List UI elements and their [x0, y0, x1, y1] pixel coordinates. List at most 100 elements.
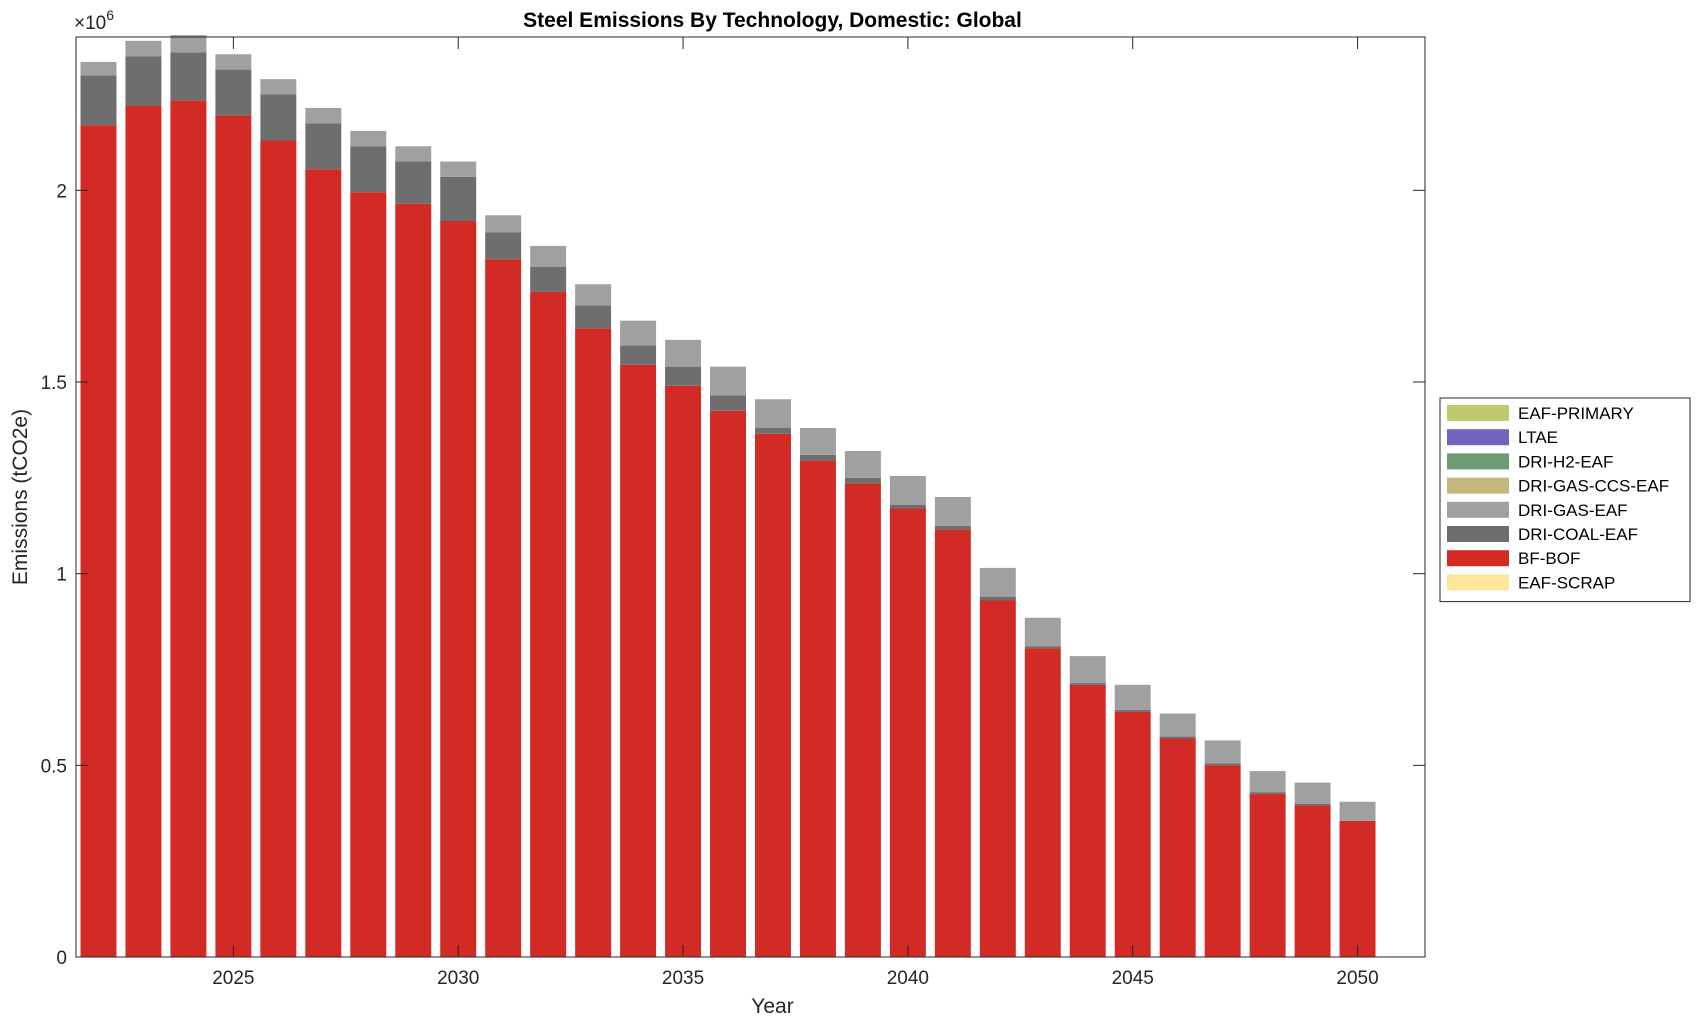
- bar-segment-dri-gas-eaf-2045: [1114, 684, 1151, 710]
- legend-box: [1439, 397, 1691, 603]
- bar-segment-bf-bof-2029: [395, 203, 432, 957]
- bar-segment-dri-gas-eaf-2025: [215, 54, 252, 70]
- plot-area-frame: [75, 36, 1426, 958]
- legend-swatch-eaf-primary: [1447, 405, 1509, 421]
- bar-segment-bf-bof-2050: [1339, 820, 1376, 957]
- y-tick-label: 0: [56, 948, 67, 969]
- bar-segment-bf-bof-2035: [665, 385, 702, 957]
- y-axis-exponent-base: ×10: [74, 13, 106, 34]
- x-tick-label: 2030: [437, 968, 479, 989]
- bar-segment-bf-bof-2044: [1069, 684, 1106, 957]
- x-tick-label: 2035: [662, 968, 704, 989]
- bar-segment-dri-coal-eaf-2026: [260, 94, 297, 141]
- bar-segment-dri-gas-eaf-2037: [754, 399, 791, 428]
- bar-segment-dri-coal-eaf-2041: [934, 525, 971, 530]
- bar-segment-dri-coal-eaf-2027: [305, 123, 342, 170]
- bar-segment-dri-gas-eaf-2042: [979, 567, 1016, 597]
- bars-layer: [80, 35, 1376, 958]
- legend-label-bf-bof: BF-BOF: [1518, 549, 1580, 568]
- bar-segment-dri-coal-eaf-2024: [170, 52, 207, 101]
- bar-segment-dri-gas-eaf-2049: [1294, 782, 1331, 804]
- bar-segment-dri-coal-eaf-2039: [844, 477, 881, 484]
- bar-segment-bf-bof-2032: [530, 291, 567, 958]
- bar-segment-dri-gas-eaf-2046: [1159, 713, 1196, 737]
- legend: EAF-PRIMARY LTAE DRI-H2-EAF DRI-GAS-CCS-EAF…: [1439, 397, 1691, 603]
- bar-segment-dri-coal-eaf-2035: [665, 366, 702, 386]
- bar-segment-dri-coal-eaf-2037: [754, 428, 791, 434]
- bar-segment-bf-bof-2034: [620, 364, 657, 957]
- bar-segment-dri-coal-eaf-2049: [1294, 803, 1331, 806]
- bar-segment-bf-bof-2025: [215, 115, 252, 958]
- bar-segment-dri-coal-eaf-2034: [620, 345, 657, 365]
- bar-segment-bf-bof-2036: [710, 410, 747, 957]
- bar-segment-dri-coal-eaf-2044: [1069, 682, 1106, 685]
- bar-segment-bf-bof-2047: [1204, 765, 1241, 957]
- bar-segment-dri-coal-eaf-2030: [440, 176, 477, 221]
- bar-segment-bf-bof-2026: [260, 140, 297, 957]
- bar-segment-bf-bof-2023: [125, 106, 162, 957]
- bar-segment-bf-bof-2039: [844, 483, 881, 957]
- bar-segment-dri-gas-eaf-2026: [260, 79, 297, 95]
- bar-segment-bf-bof-2043: [1024, 648, 1061, 957]
- bar-segment-dri-coal-eaf-2045: [1114, 709, 1151, 712]
- y-axis-label: Emissions (tCO2e): [9, 409, 32, 585]
- y-tick-label: 1.5: [41, 373, 67, 394]
- bar-segment-bf-bof-2040: [889, 508, 926, 957]
- legend-swatch-dri-gas-eaf: [1447, 501, 1509, 518]
- legend-label-dri-gas-ccs-eaf: DRI-GAS-CCS-EAF: [1518, 477, 1669, 496]
- bar-segment-bf-bof-2041: [934, 529, 971, 957]
- bar-segment-dri-coal-eaf-2047: [1204, 763, 1241, 766]
- bar-segment-dri-gas-eaf-2024: [170, 35, 207, 53]
- bar-segment-dri-coal-eaf-2025: [215, 69, 252, 116]
- bar-segment-dri-gas-eaf-2031: [485, 215, 522, 233]
- bar-segment-bf-bof-2031: [485, 259, 522, 957]
- legend-label-dri-coal-eaf: DRI-COAL-EAF: [1518, 525, 1638, 544]
- legend-label-ltae: LTAE: [1518, 428, 1558, 447]
- bar-segment-dri-coal-eaf-2043: [1024, 646, 1061, 649]
- bar-segment-dri-gas-eaf-2022: [80, 61, 117, 76]
- bar-segment-dri-gas-eaf-2035: [665, 339, 702, 367]
- legend-label-dri-h2-eaf: DRI-H2-EAF: [1518, 452, 1613, 471]
- bar-segment-dri-gas-eaf-2048: [1249, 771, 1286, 793]
- y-tick-label: 2: [56, 181, 67, 202]
- legend-swatch-dri-coal-eaf: [1447, 526, 1509, 542]
- legend-label-eaf-scrap: EAF-SCRAP: [1518, 573, 1615, 592]
- bar-segment-dri-coal-eaf-2031: [485, 232, 522, 260]
- bar-segment-dri-gas-eaf-2039: [844, 451, 881, 478]
- bar-segment-dri-coal-eaf-2048: [1249, 792, 1286, 795]
- legend-label-eaf-primary: EAF-PRIMARY: [1518, 404, 1634, 423]
- bar-segment-bf-bof-2045: [1114, 711, 1151, 957]
- bar-segment-bf-bof-2042: [979, 600, 1016, 957]
- axis-ticks: 2025 2030 2035 2040 2045 2050 0 0.5 1 1.5 2: [41, 37, 1425, 989]
- bar-segment-dri-gas-eaf-2034: [620, 320, 657, 346]
- bar-segment-dri-gas-eaf-2032: [530, 245, 567, 267]
- bar-segment-dri-gas-eaf-2033: [575, 284, 612, 306]
- bar-segment-bf-bof-2038: [799, 460, 836, 957]
- legend-swatch-ltae: [1447, 429, 1509, 446]
- chart-title: Steel Emissions By Technology, Domestic:…: [523, 9, 1022, 32]
- legend-swatch-bf-bof: [1447, 550, 1509, 567]
- bar-segment-dri-gas-eaf-2047: [1204, 740, 1241, 764]
- bar-segment-bf-bof-2046: [1159, 738, 1196, 957]
- bar-segment-bf-bof-2033: [575, 328, 612, 957]
- bar-segment-dri-gas-eaf-2038: [799, 428, 836, 455]
- x-tick-label: 2045: [1112, 968, 1154, 989]
- bar-segment-dri-gas-eaf-2030: [440, 161, 477, 177]
- bar-segment-bf-bof-2022: [80, 125, 117, 957]
- y-axis-exponent: ×106: [74, 7, 114, 34]
- bar-segment-bf-bof-2030: [440, 221, 477, 957]
- bar-segment-dri-coal-eaf-2036: [710, 395, 747, 411]
- x-axis-label: Year: [751, 995, 793, 1018]
- bar-segment-dri-coal-eaf-2028: [350, 146, 387, 193]
- bar-segment-bf-bof-2049: [1294, 805, 1331, 957]
- bar-segment-dri-coal-eaf-2042: [979, 596, 1016, 601]
- y-tick-label: 0.5: [41, 756, 67, 777]
- bar-segment-dri-gas-eaf-2036: [710, 366, 747, 396]
- bar-segment-dri-coal-eaf-2038: [799, 454, 836, 461]
- bar-segment-dri-coal-eaf-2023: [125, 56, 162, 106]
- bar-segment-dri-gas-eaf-2028: [350, 130, 387, 147]
- bar-segment-dri-gas-eaf-2023: [125, 40, 162, 57]
- x-tick-label: 2025: [212, 968, 254, 989]
- bar-segment-dri-coal-eaf-2046: [1159, 736, 1196, 739]
